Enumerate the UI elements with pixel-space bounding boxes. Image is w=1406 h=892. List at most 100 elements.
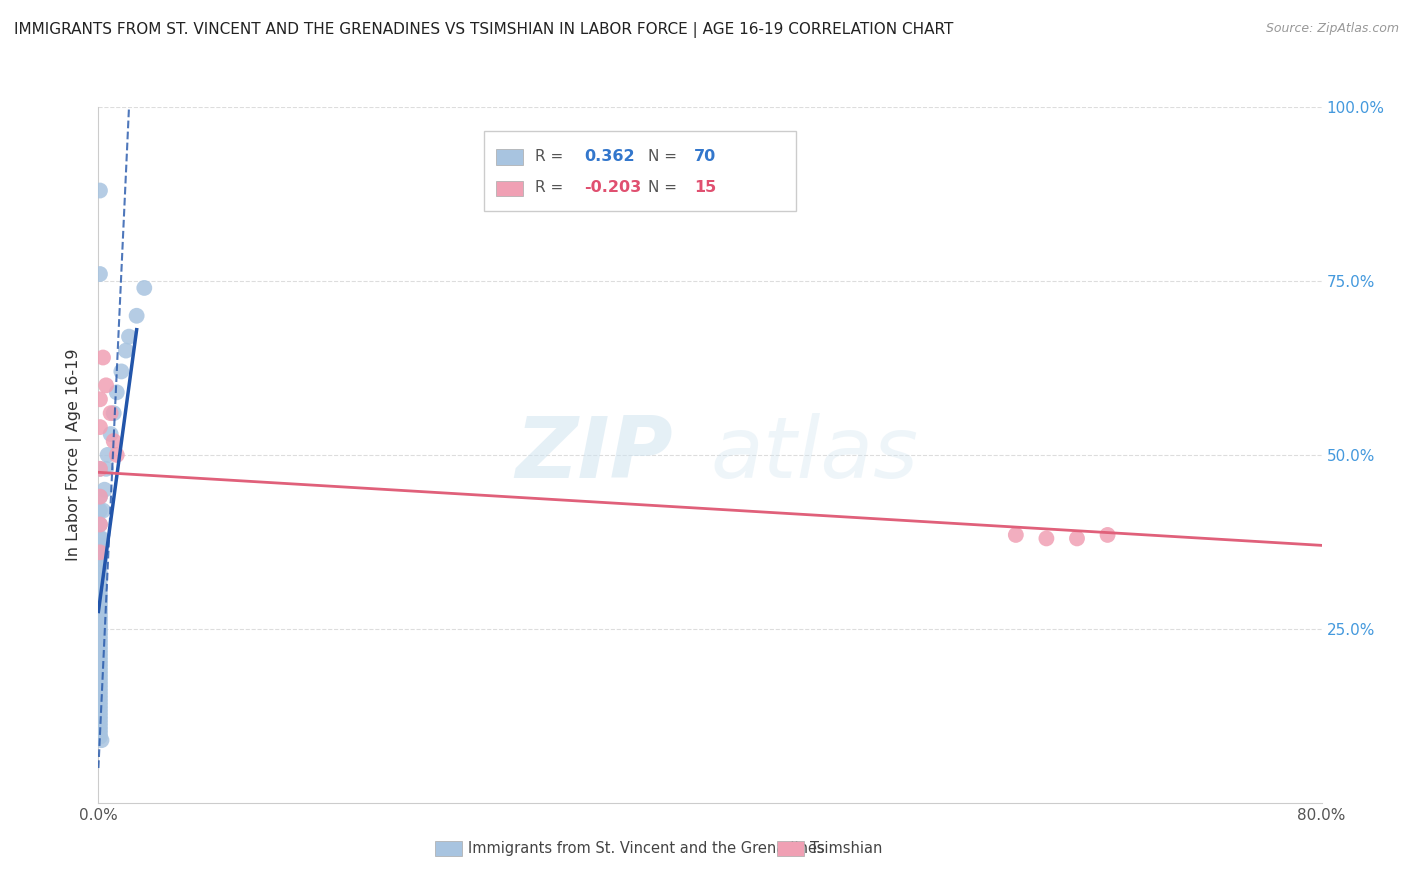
Text: N =: N = — [648, 149, 682, 164]
Y-axis label: In Labor Force | Age 16-19: In Labor Force | Age 16-19 — [66, 349, 83, 561]
Point — [89, 688, 111, 702]
Point — [89, 706, 111, 720]
Text: 70: 70 — [695, 149, 717, 164]
Point — [89, 532, 111, 546]
Point — [89, 545, 111, 559]
Point — [134, 281, 156, 295]
Text: 0.362: 0.362 — [583, 149, 634, 164]
Point — [89, 674, 111, 689]
Point — [90, 532, 112, 546]
Point — [89, 566, 111, 581]
Text: -0.203: -0.203 — [583, 180, 641, 195]
Point — [89, 649, 111, 664]
Point — [89, 726, 111, 740]
Point — [89, 618, 111, 632]
Text: Tsimshian: Tsimshian — [810, 840, 883, 855]
Point — [91, 351, 114, 365]
Point — [89, 698, 111, 713]
Point — [89, 545, 111, 559]
Point — [100, 406, 122, 420]
Point — [89, 601, 111, 615]
Point — [89, 667, 111, 681]
Point — [93, 483, 115, 497]
Point — [1066, 532, 1088, 546]
Text: Source: ZipAtlas.com: Source: ZipAtlas.com — [1265, 22, 1399, 36]
Point — [103, 406, 125, 420]
Point — [89, 730, 111, 744]
Text: R =: R = — [536, 149, 568, 164]
Bar — [496, 181, 523, 196]
Point — [1004, 528, 1026, 542]
Point — [89, 392, 111, 407]
Point — [89, 632, 111, 647]
Point — [89, 573, 111, 587]
Point — [125, 309, 148, 323]
Point — [89, 420, 111, 434]
Point — [89, 642, 111, 657]
Point — [89, 490, 111, 504]
Bar — [778, 841, 804, 856]
Point — [1097, 528, 1119, 542]
Point — [89, 598, 111, 612]
Point — [89, 653, 111, 667]
Point — [89, 462, 111, 476]
Point — [89, 664, 111, 678]
Point — [89, 708, 111, 723]
Point — [89, 636, 111, 650]
Point — [100, 427, 122, 442]
Point — [89, 622, 111, 636]
Point — [89, 267, 111, 281]
Point — [89, 490, 111, 504]
Point — [89, 587, 111, 601]
Point — [89, 639, 111, 653]
Point — [105, 448, 128, 462]
Point — [89, 712, 111, 726]
Point — [89, 503, 111, 517]
Text: R =: R = — [536, 180, 568, 195]
Point — [89, 719, 111, 733]
Point — [89, 660, 111, 674]
Point — [110, 364, 132, 378]
Point — [89, 559, 111, 574]
Point — [90, 733, 112, 747]
Point — [97, 448, 120, 462]
Point — [89, 657, 111, 671]
Point — [89, 517, 111, 532]
Text: IMMIGRANTS FROM ST. VINCENT AND THE GRENADINES VS TSIMSHIAN IN LABOR FORCE | AGE: IMMIGRANTS FROM ST. VINCENT AND THE GREN… — [14, 22, 953, 38]
Point — [89, 702, 111, 716]
Point — [89, 615, 111, 629]
Point — [89, 625, 111, 640]
Point — [115, 343, 138, 358]
Text: 15: 15 — [695, 180, 717, 195]
Text: Immigrants from St. Vincent and the Grenadines: Immigrants from St. Vincent and the Gren… — [468, 840, 824, 855]
Point — [89, 538, 111, 552]
Text: atlas: atlas — [710, 413, 918, 497]
Point — [89, 671, 111, 685]
Point — [89, 695, 111, 709]
FancyBboxPatch shape — [484, 131, 796, 211]
Point — [89, 184, 111, 198]
Point — [89, 691, 111, 706]
Bar — [434, 841, 461, 856]
Point — [89, 607, 111, 622]
Point — [94, 462, 117, 476]
Point — [91, 503, 114, 517]
Point — [89, 684, 111, 698]
Text: N =: N = — [648, 180, 682, 195]
Point — [89, 715, 111, 730]
Text: ZIP: ZIP — [516, 413, 673, 497]
Point — [103, 434, 125, 448]
Point — [105, 385, 128, 400]
Point — [1035, 532, 1057, 546]
Point — [118, 329, 141, 343]
Point — [89, 591, 111, 605]
Bar — [496, 150, 523, 165]
Point — [89, 681, 111, 695]
Point — [89, 462, 111, 476]
Point — [89, 629, 111, 643]
Point — [89, 677, 111, 691]
Point — [89, 580, 111, 594]
Point — [94, 378, 117, 392]
Point — [89, 723, 111, 737]
Point — [89, 517, 111, 532]
